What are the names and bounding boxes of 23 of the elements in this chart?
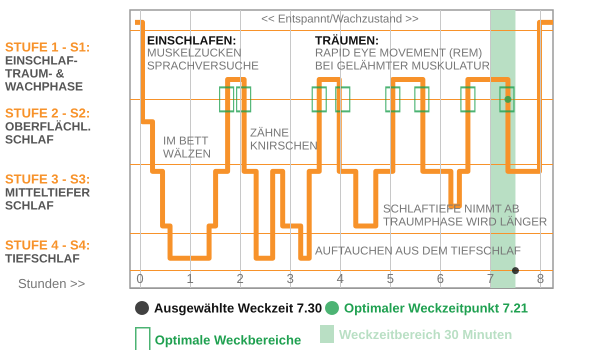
annotation: TRÄUMEN: RAPID EYE MOVEMENT (REM) BEI GELÄHMTER MUSKULATUR xyxy=(315,34,490,72)
annotation: AUFTAUCHEN AUS DEM TIEFSCHLAF xyxy=(315,246,521,258)
legend-label: Ausgewählte Weckzeit 7.30 xyxy=(154,300,322,316)
annotation: EINSCHLAFEN: MUSKELZUCKEN SPRACHVERSUCHE xyxy=(147,34,260,72)
x-tick-label: 8 xyxy=(536,271,544,286)
annotation: << Entspannt/Wachzustand >> xyxy=(261,14,420,26)
x-tick-label: 0 xyxy=(136,271,144,286)
annotation: IM BETT WÄLZEN xyxy=(163,136,211,160)
x-tick-label: 2 xyxy=(236,271,244,286)
x-tick-label: 5 xyxy=(386,271,394,286)
x-tick-label: 7 xyxy=(486,271,494,286)
legend-label: Weckzeitbereich 30 Minuten xyxy=(339,327,512,342)
text: STUFE 2 - S2: OBERFLÄCHL. SCHLAF xyxy=(5,106,91,146)
x-tick-label: 4 xyxy=(336,271,344,286)
text: STUFE 1 - S1: EINSCHLAF- TRAUM- & WACHPHASE xyxy=(5,40,90,94)
text: STUFE 3 - S3: MITTELTIEFER SCHLAF xyxy=(5,172,90,212)
x-axis-title: Stunden >> xyxy=(18,276,86,291)
x-tick-label: 1 xyxy=(186,271,194,286)
x-tick-label: 6 xyxy=(436,271,444,286)
legend-label: Optimale Weckbereiche xyxy=(154,332,302,348)
legend-label: Optimaler Weckzeitpunkt 7.21 xyxy=(344,300,528,316)
text: STUFE 4 - S4: TIEFSCHLAF xyxy=(5,238,90,266)
x-tick-label: 3 xyxy=(286,271,294,286)
